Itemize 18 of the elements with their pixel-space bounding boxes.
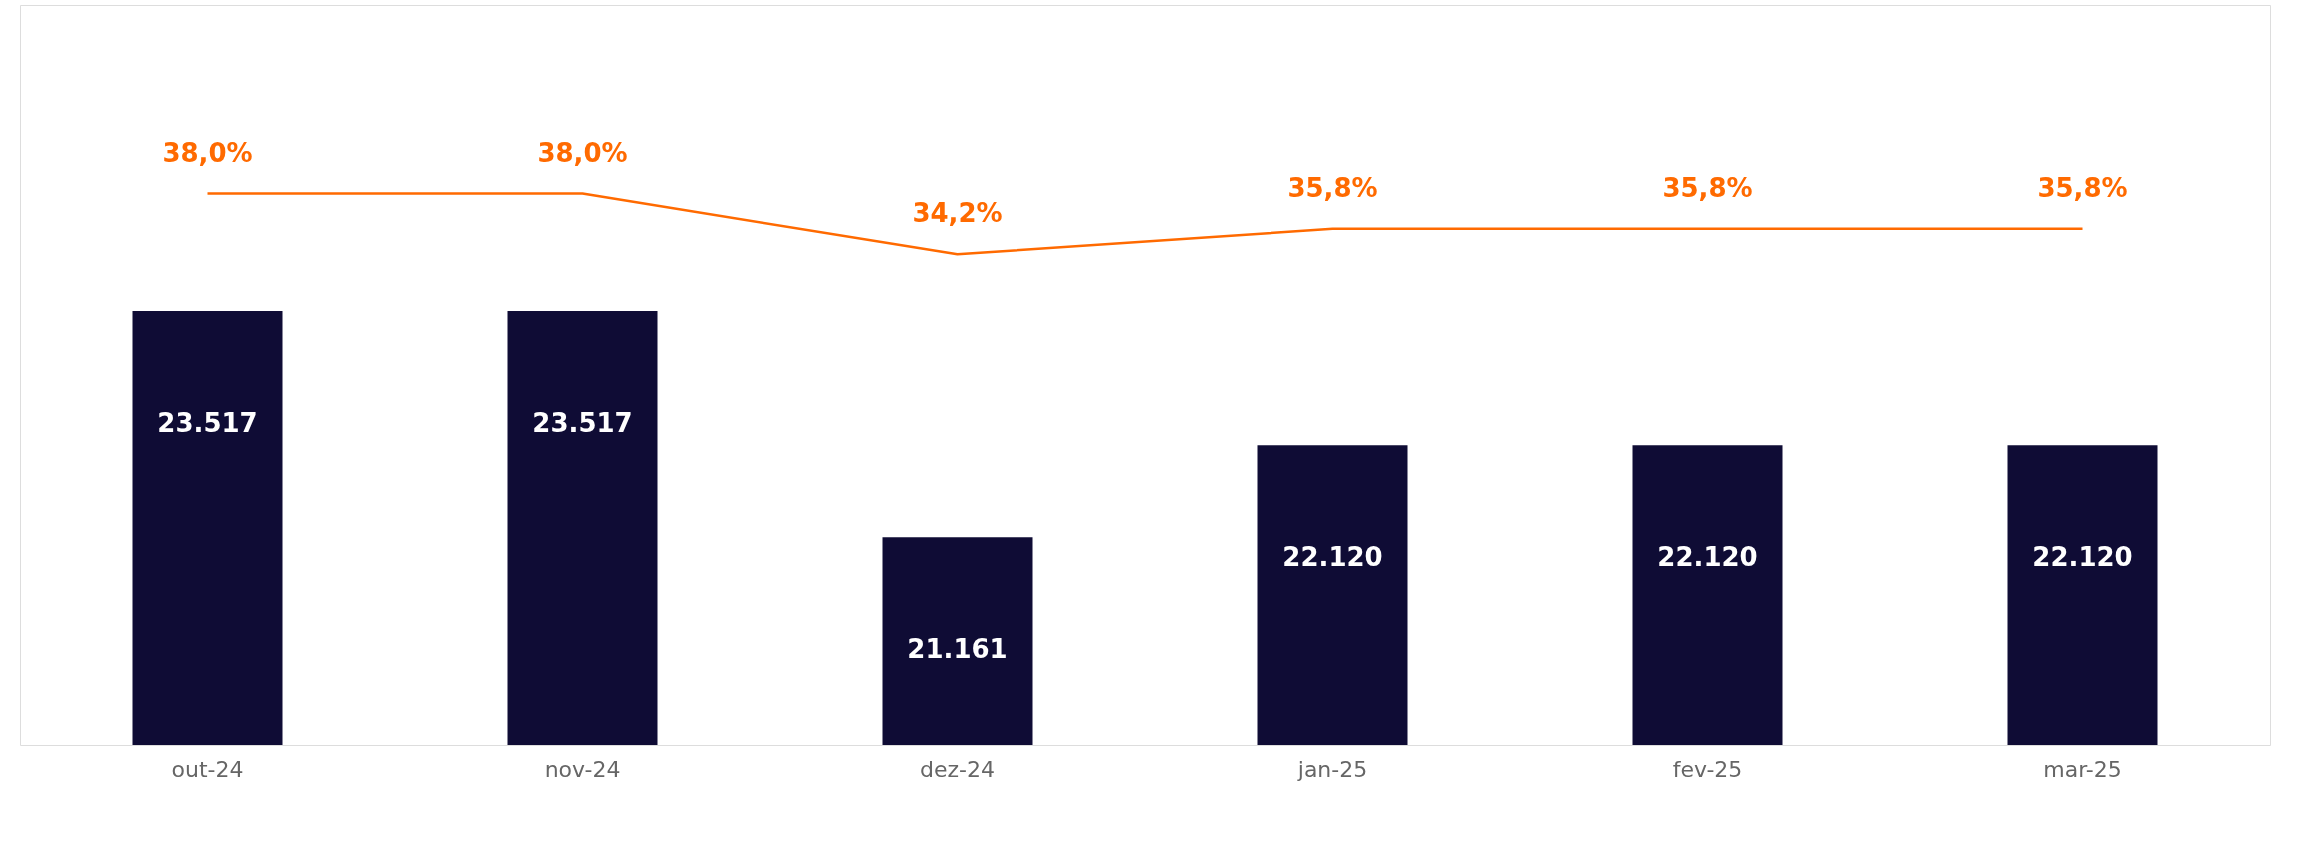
x-tick-label: out-24 <box>171 756 244 782</box>
data-label: 35,8% <box>1287 172 1378 203</box>
data-label: 23.517 <box>157 407 258 438</box>
x-tick-label: mar-25 <box>2043 756 2122 782</box>
x-tick-label: jan-25 <box>1296 756 1368 782</box>
data-label: 22.120 <box>1282 542 1383 573</box>
data-label: 22.120 <box>2032 542 2133 573</box>
data-label: 38,0% <box>162 137 253 168</box>
data-label: 34,2% <box>912 198 1003 229</box>
data-label: 35,8% <box>2037 172 2128 203</box>
x-tick-label: dez-24 <box>920 756 995 782</box>
data-label: 35,8% <box>1662 172 1753 203</box>
x-tick-label: nov-24 <box>544 756 621 782</box>
data-label: 22.120 <box>1657 542 1758 573</box>
x-tick-label: fev-25 <box>1672 756 1743 782</box>
data-label: 23.517 <box>532 407 633 438</box>
data-label: 38,0% <box>537 137 628 168</box>
data-label: 21.161 <box>907 634 1008 665</box>
